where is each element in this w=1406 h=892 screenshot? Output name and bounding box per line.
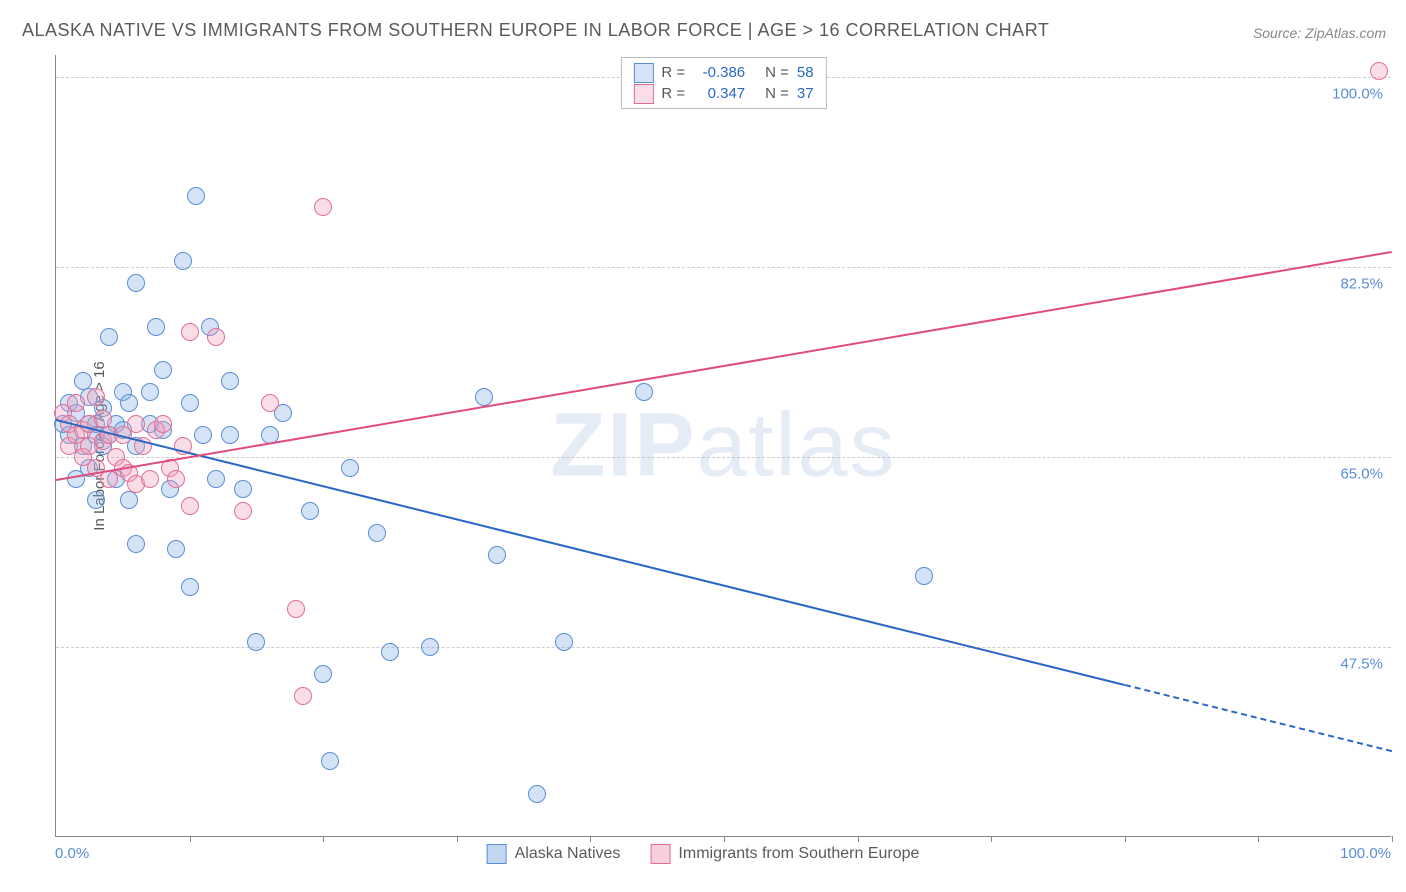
data-point <box>221 426 239 444</box>
legend-row: R = -0.386 N = 58 <box>633 62 813 83</box>
y-tick-label: 47.5% <box>1340 655 1383 672</box>
data-point <box>127 274 145 292</box>
data-point <box>1370 62 1388 80</box>
data-point <box>207 328 225 346</box>
data-point <box>488 546 506 564</box>
data-point <box>421 638 439 656</box>
data-point <box>381 643 399 661</box>
r-value: -0.386 <box>693 62 745 83</box>
n-value: 58 <box>797 62 814 83</box>
data-point <box>141 383 159 401</box>
legend-row: R = 0.347 N = 37 <box>633 83 813 104</box>
n-label: N = <box>765 62 789 83</box>
r-label: R = <box>661 83 685 104</box>
legend-swatch <box>633 63 653 83</box>
data-point <box>120 394 138 412</box>
data-point <box>234 502 252 520</box>
gridline <box>56 457 1391 458</box>
data-point <box>127 415 145 433</box>
legend-item: Immigrants from Southern Europe <box>650 844 919 864</box>
data-point <box>67 394 85 412</box>
data-point <box>635 383 653 401</box>
x-tick <box>724 836 725 842</box>
trend-line <box>56 419 1125 686</box>
y-tick-label: 100.0% <box>1332 85 1383 102</box>
data-point <box>247 633 265 651</box>
data-point <box>127 535 145 553</box>
r-value: 0.347 <box>693 83 745 104</box>
correlation-legend: R = -0.386 N = 58 R = 0.347 N = 37 <box>620 57 826 109</box>
legend-label: Immigrants from Southern Europe <box>678 845 919 863</box>
data-point <box>555 633 573 651</box>
data-point <box>100 328 118 346</box>
x-axis-min-label: 0.0% <box>55 845 89 862</box>
data-point <box>314 665 332 683</box>
data-point <box>167 470 185 488</box>
trend-line <box>56 251 1392 481</box>
x-tick <box>323 836 324 842</box>
legend-swatch <box>487 844 507 864</box>
x-tick <box>1125 836 1126 842</box>
data-point <box>120 491 138 509</box>
data-point <box>74 372 92 390</box>
data-point <box>181 578 199 596</box>
data-point <box>314 198 332 216</box>
data-point <box>475 388 493 406</box>
data-point <box>294 687 312 705</box>
legend-swatch <box>633 84 653 104</box>
data-point <box>167 540 185 558</box>
x-tick <box>190 836 191 842</box>
data-point <box>154 361 172 379</box>
data-point <box>234 480 252 498</box>
watermark: ZIPatlas <box>550 394 896 497</box>
series-legend: Alaska Natives Immigrants from Southern E… <box>487 844 920 864</box>
legend-item: Alaska Natives <box>487 844 621 864</box>
x-axis-max-label: 100.0% <box>1340 845 1391 862</box>
data-point <box>154 415 172 433</box>
data-point <box>194 426 212 444</box>
scatter-chart: ZIPatlas R = -0.386 N = 58 R = 0.347 N = 37 47.… <box>55 55 1391 837</box>
chart-title: ALASKA NATIVE VS IMMIGRANTS FROM SOUTHER… <box>22 20 1049 41</box>
trend-line-dashed <box>1125 684 1393 752</box>
data-point <box>147 318 165 336</box>
data-point <box>87 491 105 509</box>
x-tick <box>1392 836 1393 842</box>
data-point <box>181 323 199 341</box>
data-point <box>915 567 933 585</box>
y-tick-label: 82.5% <box>1340 275 1383 292</box>
x-tick <box>457 836 458 842</box>
r-label: R = <box>661 62 685 83</box>
data-point <box>301 502 319 520</box>
data-point <box>207 470 225 488</box>
x-tick <box>858 836 859 842</box>
legend-label: Alaska Natives <box>515 845 621 863</box>
n-label: N = <box>765 83 789 104</box>
data-point <box>287 600 305 618</box>
data-point <box>528 785 546 803</box>
data-point <box>341 459 359 477</box>
data-point <box>141 470 159 488</box>
data-point <box>187 187 205 205</box>
data-point <box>174 252 192 270</box>
data-point <box>321 752 339 770</box>
data-point <box>181 394 199 412</box>
n-value: 37 <box>797 83 814 104</box>
x-tick <box>991 836 992 842</box>
legend-swatch <box>650 844 670 864</box>
data-point <box>368 524 386 542</box>
gridline <box>56 267 1391 268</box>
data-point <box>87 388 105 406</box>
data-point <box>221 372 239 390</box>
x-tick <box>590 836 591 842</box>
data-point <box>181 497 199 515</box>
source-attribution: Source: ZipAtlas.com <box>1253 25 1386 41</box>
y-tick-label: 65.0% <box>1340 465 1383 482</box>
data-point <box>261 394 279 412</box>
x-tick <box>1258 836 1259 842</box>
